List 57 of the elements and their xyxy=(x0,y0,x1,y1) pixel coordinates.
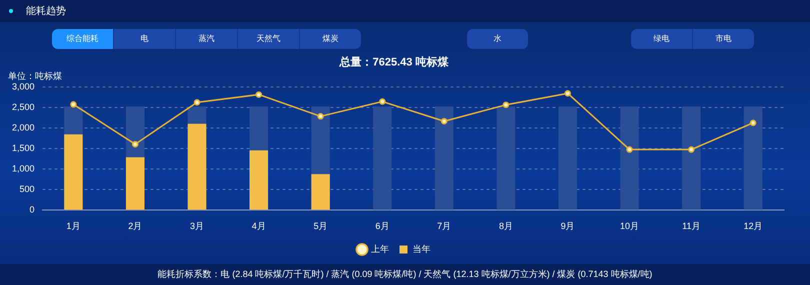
point xyxy=(440,118,448,124)
y-tick-label: 2,500 xyxy=(12,102,35,112)
text: 煤炭 xyxy=(299,29,361,49)
x-tick-label: 8月 xyxy=(498,221,513,232)
text: 市电 xyxy=(692,29,754,49)
x-tick-label: 6月 xyxy=(375,221,390,232)
point xyxy=(750,120,756,126)
x-tick-label: 12月 xyxy=(744,221,763,232)
y-tick-label: 0 xyxy=(30,204,35,215)
bar xyxy=(558,106,578,210)
bar xyxy=(373,106,392,210)
text: 水 xyxy=(467,29,528,49)
bar xyxy=(311,174,330,210)
point xyxy=(379,98,386,105)
bar xyxy=(620,106,639,210)
y-tick-label: 2,000 xyxy=(12,122,35,133)
x-tick-label: 1月 xyxy=(66,221,80,232)
text: 绿电 xyxy=(631,29,692,49)
y-tick-label: 1,500 xyxy=(12,143,35,154)
text: 天然气 xyxy=(237,29,299,49)
x-tick-label: 4月 xyxy=(252,221,266,232)
point xyxy=(502,102,510,108)
x-tick-label: 3月 xyxy=(190,221,204,232)
y-axis-title: 单位：吨标煤 xyxy=(8,71,62,82)
point xyxy=(317,113,324,120)
bar xyxy=(496,106,516,210)
y-tick-label: 500 xyxy=(19,184,35,194)
bar xyxy=(744,106,762,210)
y-tick-label: 1,000 xyxy=(12,164,35,174)
bar xyxy=(188,124,206,210)
bar xyxy=(250,150,268,210)
x-tick-label: 2月 xyxy=(128,221,142,232)
point xyxy=(132,140,138,148)
x-tick-label: 7月 xyxy=(437,221,452,232)
legend-label: 上年 xyxy=(371,244,389,254)
legend-label: 当年 xyxy=(412,244,430,254)
point xyxy=(256,91,262,98)
x-tick-label: 5月 xyxy=(314,221,328,232)
chart-subtitle: 总量：7625.43 吨标煤 xyxy=(338,56,450,69)
chart-title: 能耗趋势 xyxy=(26,4,66,18)
point xyxy=(70,101,77,108)
point xyxy=(194,99,200,106)
text: 综合能耗 xyxy=(52,29,113,49)
x-tick-label: 9月 xyxy=(560,221,575,232)
point xyxy=(564,90,571,97)
point xyxy=(688,146,695,153)
bar xyxy=(64,134,83,210)
text: 蒸汽 xyxy=(175,29,237,49)
bar xyxy=(126,157,144,210)
y-tick-label: 3,000 xyxy=(12,82,35,92)
x-tick-label: 10月 xyxy=(620,221,640,232)
text: 电 xyxy=(113,29,175,49)
text: 能耗折标系数：电 (2.84 吨标煤/万千瓦时) / 蒸汽 (0.09 吨标煤/吨) / 天然气 (12.13 吨标煤/万立方米) / 煤炭 (0.7143 吨标煤/吨) xyxy=(0,264,810,285)
bar xyxy=(682,106,701,210)
bar xyxy=(434,106,454,210)
point xyxy=(626,146,633,153)
x-tick-label: 11月 xyxy=(682,221,700,232)
